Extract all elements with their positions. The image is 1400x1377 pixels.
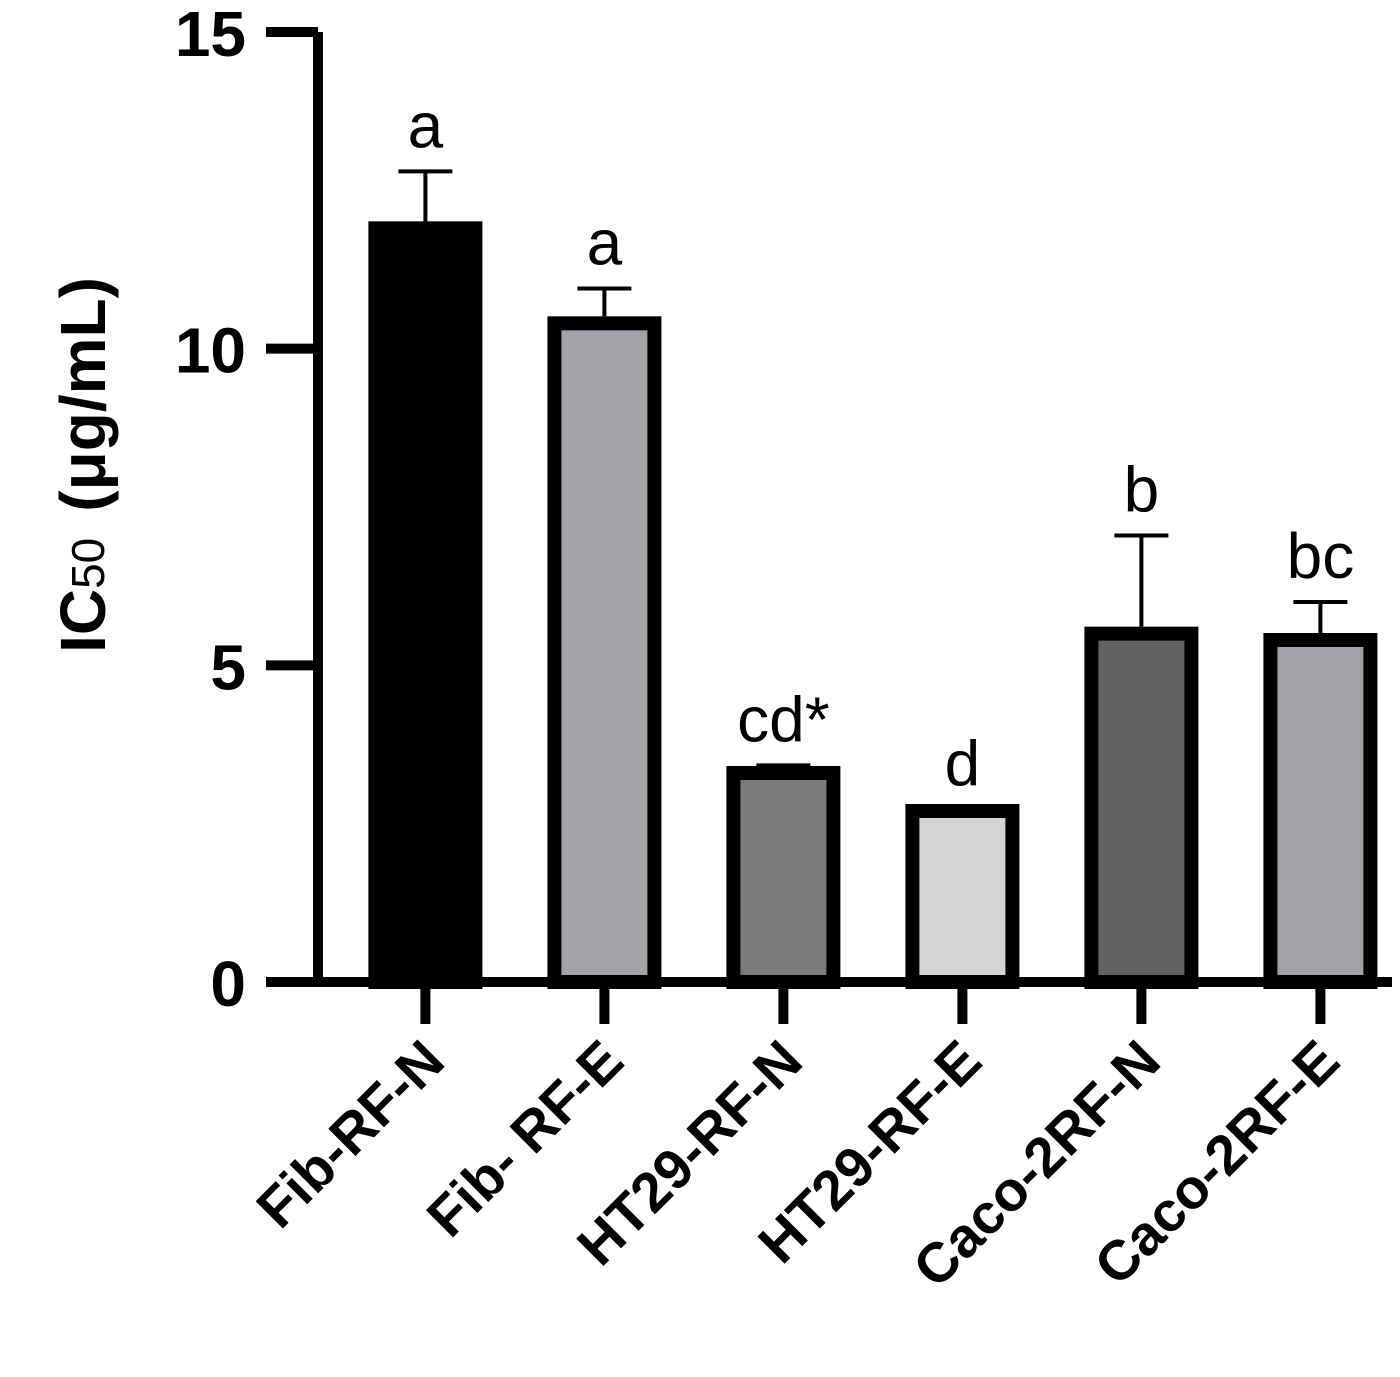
significance-label-6: bc: [1287, 520, 1355, 592]
significance-label-2: a: [587, 207, 623, 279]
significance-label-5: b: [1124, 454, 1160, 526]
error-bars-layer: [398, 169, 1348, 812]
y-tick-label-5: 5: [210, 631, 246, 703]
bar-1: [368, 221, 483, 990]
bar-6: [1263, 633, 1378, 989]
y-tick-label-10: 10: [175, 315, 246, 387]
y-axis-title-main: IC: [47, 589, 119, 653]
y-axis-title-unit: (μg/mL): [47, 277, 119, 512]
y-tick-label-0: 0: [210, 948, 246, 1020]
significance-label-3: cd*: [737, 683, 830, 755]
bar-4: [905, 804, 1020, 989]
bar-2: [547, 316, 662, 990]
y-tick-label-15: 15: [175, 0, 246, 70]
bar-5: [1084, 626, 1199, 990]
axes-layer: [266, 27, 1392, 1024]
y-axis-title: IC50 (μg/mL): [47, 277, 119, 653]
y-axis-title-subscript: 50: [62, 538, 114, 589]
bars-layer: [368, 221, 1378, 990]
significance-label-4: d: [945, 728, 981, 800]
significance-label-1: a: [408, 89, 444, 161]
svg-text:IC50(μg/mL): IC50 (μg/mL): [47, 277, 119, 653]
bar-3: [726, 766, 841, 989]
